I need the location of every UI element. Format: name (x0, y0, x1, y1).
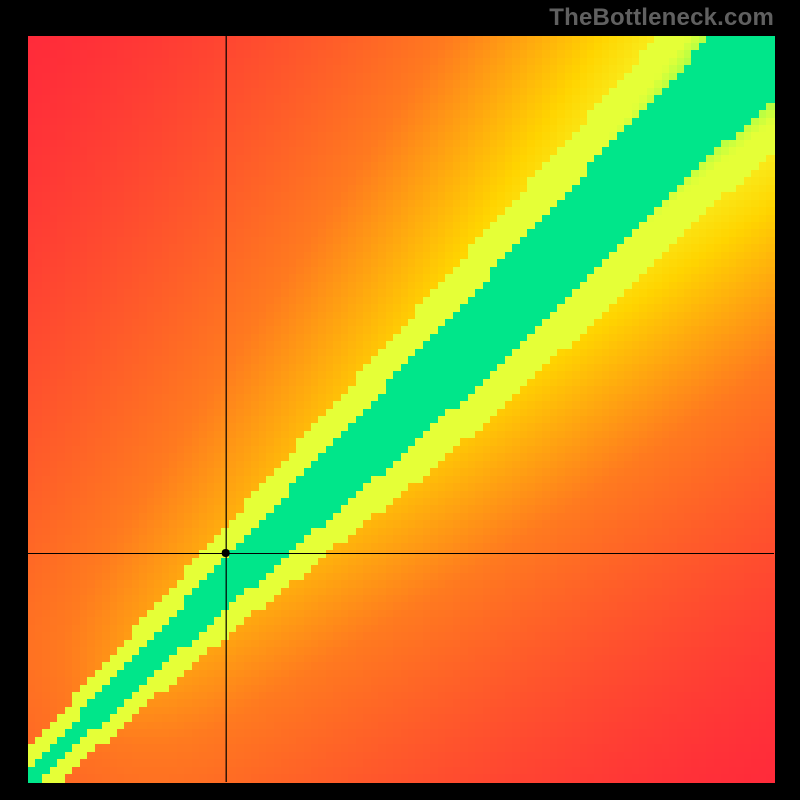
chart-container: TheBottleneck.com (0, 0, 800, 800)
watermark-text: TheBottleneck.com (549, 4, 774, 32)
heatmap-canvas (0, 0, 800, 800)
